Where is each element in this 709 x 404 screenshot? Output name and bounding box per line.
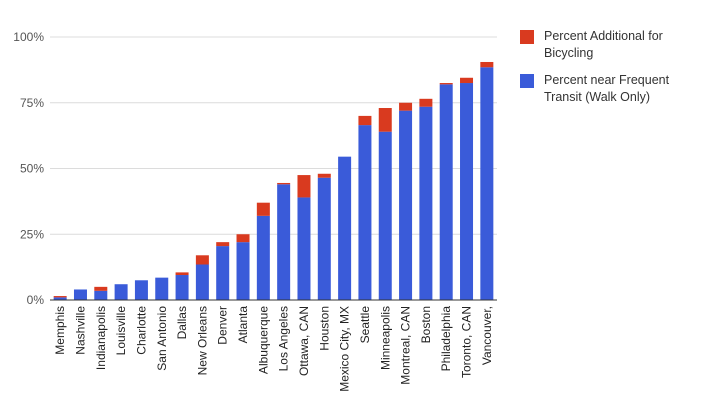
bar-walk (399, 110, 413, 300)
legend-item-bicycling: Percent Additional for Bicycling (520, 28, 705, 62)
legend-swatch-walk (520, 74, 534, 88)
bar-walk (439, 84, 453, 300)
bar-walk (338, 156, 352, 300)
y-tick-label: 50% (20, 162, 44, 176)
bar-bicycling (480, 61, 494, 68)
bar-walk (175, 275, 189, 300)
x-category-label: Montreal, CAN (399, 306, 413, 385)
x-axis-labels: Memphis Nashville Indianapolis Louisville Ch… (53, 306, 494, 392)
x-category-label: Toronto, CAN (460, 306, 474, 378)
y-tick-label: 25% (20, 227, 44, 241)
bar-walk (195, 264, 209, 300)
bar-walk (216, 246, 230, 300)
x-category-label: Mexico City, MX (338, 306, 352, 392)
y-tick-label: 100% (13, 30, 44, 44)
bar-walk (236, 242, 250, 300)
bar-walk (480, 67, 494, 301)
x-category-label: Nashville (73, 306, 87, 355)
bar-bicycling (297, 175, 311, 198)
bar-walk (297, 197, 311, 300)
x-category-label: Seattle (358, 306, 372, 344)
x-category-label: Vancouver, (480, 306, 494, 365)
bar-bicycling (236, 234, 250, 243)
x-category-label: Boston (419, 306, 433, 343)
bar-walk (378, 131, 392, 300)
y-tick-label: 0% (27, 293, 45, 307)
bar-bicycling (256, 202, 270, 216)
bar-walk (460, 83, 474, 301)
bar-bicycling (378, 108, 392, 132)
bar-bicycling (175, 272, 189, 276)
bar-bicycling (317, 173, 331, 178)
x-category-label: Albuquerque (256, 306, 270, 374)
x-category-label: Houston (317, 306, 331, 351)
x-category-label: Los Angeles (277, 306, 291, 371)
x-category-label: Louisville (114, 306, 128, 356)
legend: Percent Additional for Bicycling Percent… (520, 28, 705, 116)
bar-walk (155, 277, 169, 300)
legend-label-bicycling: Percent Additional for Bicycling (544, 29, 663, 60)
bar-bicycling (460, 77, 474, 84)
y-axis-ticks: 0% 25% 50% 75% 100% (13, 30, 44, 307)
bar-walk (94, 290, 108, 300)
bar-bicycling (195, 255, 209, 265)
bar-walk (256, 215, 270, 300)
bar-bicycling (419, 98, 433, 107)
bar-walk (53, 297, 67, 300)
bar-walk (73, 289, 87, 300)
x-category-label: Atlanta (236, 306, 250, 344)
bar-bicycling (399, 102, 413, 111)
x-category-label: Charlotte (134, 306, 148, 355)
x-category-label: Philadelphia (439, 306, 453, 372)
x-category-label: New Orleans (195, 306, 209, 375)
legend-swatch-bicycling (520, 30, 534, 44)
x-category-label: Ottawa, CAN (297, 306, 311, 376)
x-category-label: Indianapolis (94, 306, 108, 370)
bar-walk (419, 106, 433, 300)
bar-bicycling (439, 83, 453, 85)
bar-bicycling (216, 242, 230, 247)
bar-walk (277, 184, 291, 300)
x-category-label: Memphis (53, 306, 67, 355)
x-category-label: Minneapolis (378, 306, 392, 370)
bar-walk (358, 125, 372, 300)
bar-walk (317, 177, 331, 300)
bars (53, 61, 494, 301)
legend-label-walk: Percent near Frequent Transit (Walk Only… (544, 73, 670, 104)
bar-bicycling (277, 182, 291, 185)
x-category-label: San Antonio (155, 306, 169, 371)
bar-walk (134, 280, 148, 300)
bar-walk (114, 284, 128, 300)
legend-item-walk: Percent near Frequent Transit (Walk Only… (520, 72, 705, 106)
bar-bicycling (358, 115, 372, 126)
bar-bicycling (94, 286, 108, 291)
y-tick-label: 75% (20, 96, 44, 110)
x-category-label: Dallas (175, 306, 189, 339)
bar-bicycling (53, 296, 67, 298)
x-category-label: Denver (216, 306, 230, 345)
